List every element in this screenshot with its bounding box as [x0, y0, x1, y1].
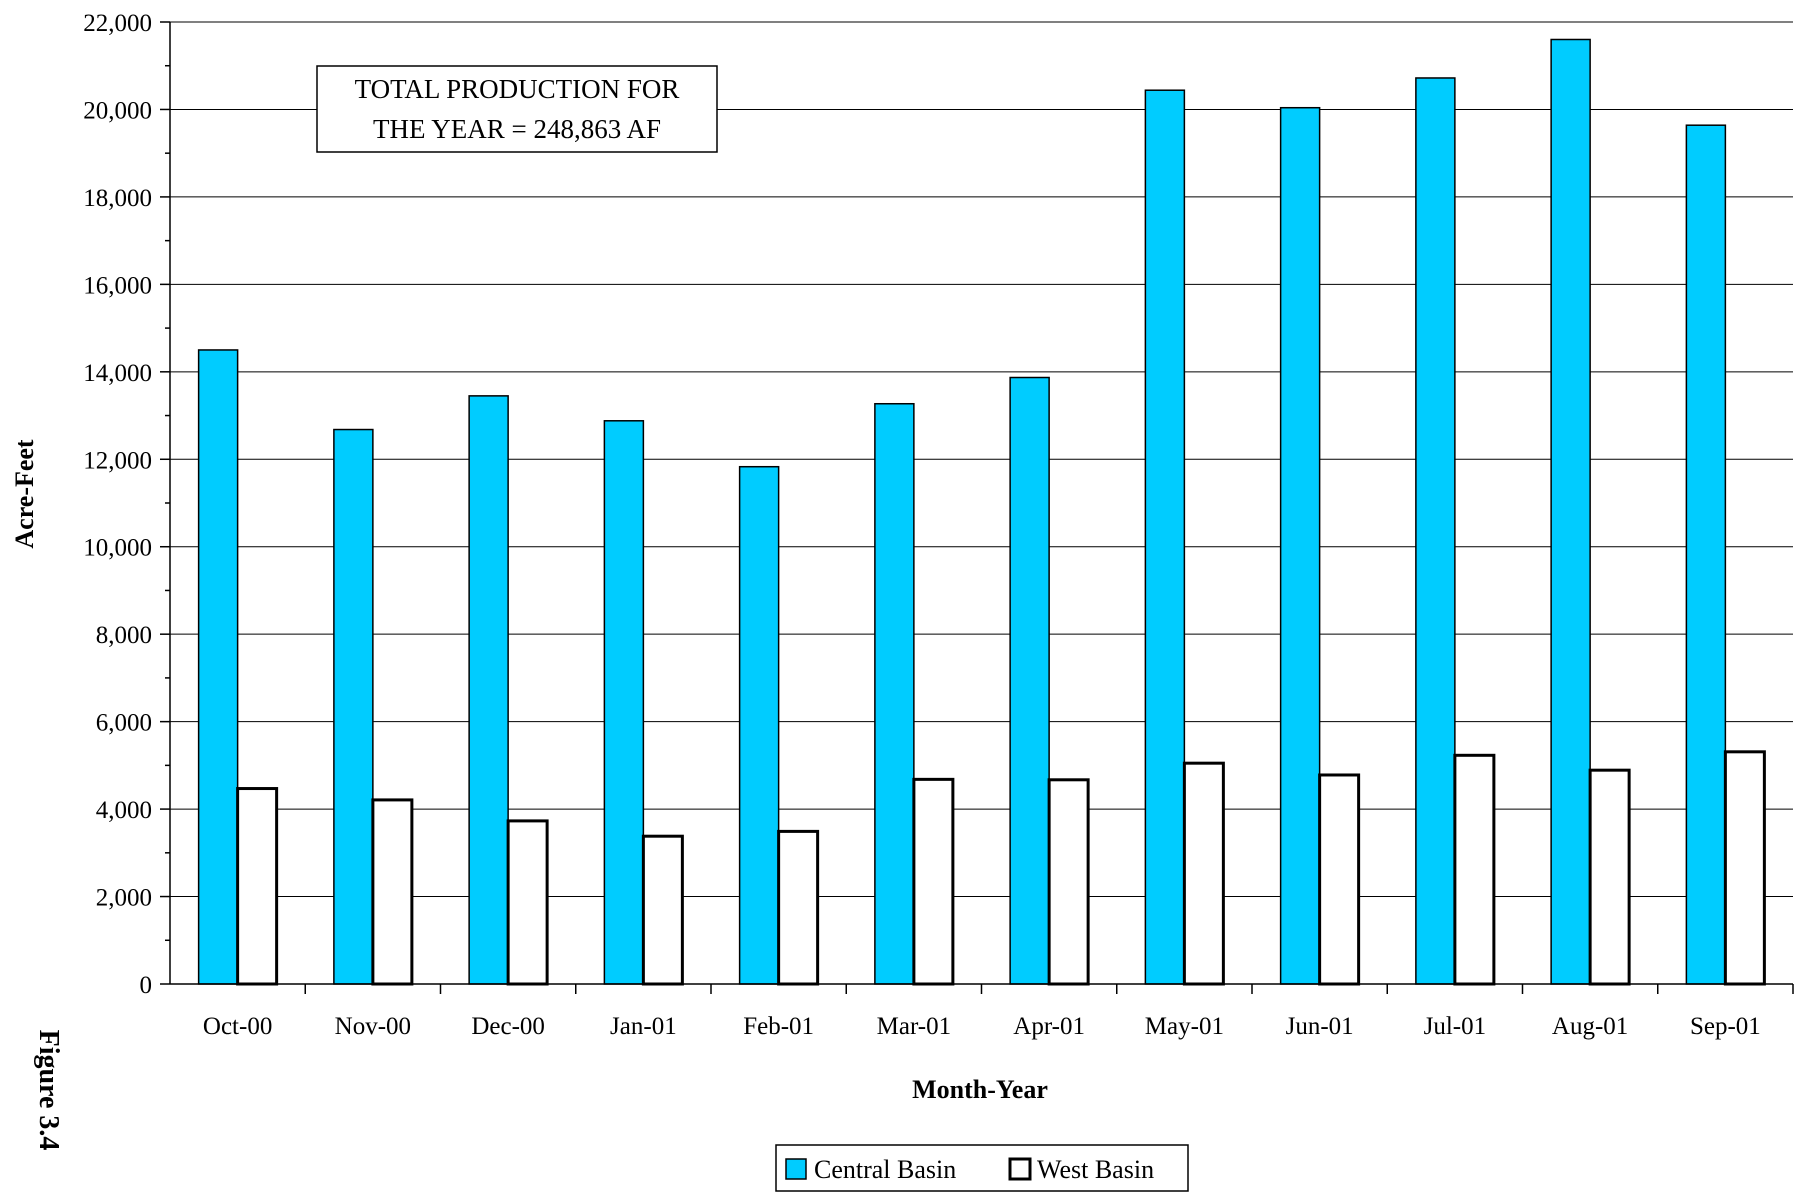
x-tick-label: Feb-01 [743, 1013, 814, 1040]
bar-west-basin-mar-01 [912, 777, 955, 986]
y-tick-label: 8,000 [96, 622, 152, 649]
bar-central-basin-jan-01 [603, 420, 645, 985]
x-tick-labels: Oct-00 Nov-00 Dec-00 Jan-01 Feb-01 Mar-01 Apr-… [203, 1013, 1761, 1040]
bar-central-basin-aug-01 [1550, 38, 1591, 985]
legend-label-west-basin: West Basin [1037, 1155, 1154, 1184]
y-tick-label: 6,000 [96, 710, 152, 737]
bar-central-basin-may-01 [1144, 89, 1186, 985]
x-tick-label: Sep-01 [1690, 1013, 1761, 1040]
y-tick-label: 4,000 [96, 797, 152, 824]
annotation-line-2: THE YEAR = 248,863 AF [373, 114, 661, 144]
bar-central-basin-oct-00 [197, 349, 239, 985]
x-tick-label: Nov-00 [335, 1013, 411, 1040]
legend: Central Basin West Basin [775, 1144, 1189, 1192]
bars [197, 38, 1766, 986]
bar-west-basin-jul-01 [1453, 753, 1496, 986]
bar-west-basin-jan-01 [641, 834, 684, 986]
figure-label: Figure 3.4 [33, 1030, 64, 1151]
legend-label-central-basin: Central Basin [814, 1155, 956, 1184]
bar-west-basin-aug-01 [1588, 768, 1631, 986]
y-tick-label: 2,000 [96, 885, 152, 912]
x-tick-label: Dec-00 [471, 1013, 545, 1040]
bar-central-basin-dec-00 [468, 395, 509, 985]
bar-west-basin-apr-01 [1047, 778, 1090, 986]
bar-central-basin-jun-01 [1279, 106, 1321, 985]
bar-central-basin-apr-01 [1009, 376, 1050, 985]
bar-west-basin-feb-01 [777, 829, 820, 986]
x-tick-label: Jul-01 [1424, 1013, 1487, 1040]
y-tick-label: 10,000 [83, 535, 152, 562]
x-tick-label: Aug-01 [1552, 1013, 1628, 1040]
annotation-line-1: TOTAL PRODUCTION FOR [355, 74, 680, 104]
bar-central-basin-jul-01 [1415, 77, 1456, 985]
x-tick-label: Mar-01 [877, 1013, 951, 1040]
y-tick-label: 0 [140, 972, 153, 999]
x-tick-label: Jan-01 [610, 1013, 677, 1040]
bar-central-basin-mar-01 [874, 402, 915, 985]
bar-central-basin-nov-00 [333, 428, 374, 985]
y-tick-label: 16,000 [83, 272, 152, 299]
x-tick-label: Oct-00 [203, 1013, 272, 1040]
legend-box [775, 1144, 1189, 1192]
total-production-annotation: TOTAL PRODUCTION FOR THE YEAR = 248,863 … [316, 65, 718, 153]
x-tick-label: Jun-01 [1286, 1013, 1354, 1040]
x-tick-label: May-01 [1145, 1013, 1224, 1040]
gridlines [170, 21, 1793, 898]
annotation-box [316, 65, 718, 153]
y-tick-label: 14,000 [83, 360, 152, 387]
bar-west-basin-oct-00 [236, 787, 279, 986]
y-tick-label: 20,000 [83, 97, 152, 124]
bar-central-basin-sep-01 [1685, 124, 1727, 985]
legend-swatch-west-basin [1008, 1157, 1032, 1181]
bar-west-basin-nov-00 [371, 798, 414, 986]
y-tick-label: 12,000 [83, 447, 152, 474]
bar-west-basin-jun-01 [1318, 773, 1361, 986]
bar-west-basin-may-01 [1182, 761, 1225, 986]
axes [160, 21, 1794, 994]
bar-west-basin-dec-00 [506, 819, 549, 986]
y-axis-title: Acre-Feet [10, 439, 39, 549]
bar-west-basin-sep-01 [1723, 750, 1766, 986]
y-tick-label: 18,000 [83, 185, 152, 212]
x-axis-title: Month-Year [912, 1075, 1048, 1104]
y-tick-label: 22,000 [83, 10, 152, 37]
x-tick-label: Apr-01 [1013, 1013, 1085, 1040]
legend-swatch-central-basin [785, 1158, 807, 1180]
bar-central-basin-feb-01 [738, 465, 780, 985]
y-tick-labels: 0 2,000 4,000 6,000 8,000 10,000 12,000 14,000 1… [83, 10, 152, 999]
